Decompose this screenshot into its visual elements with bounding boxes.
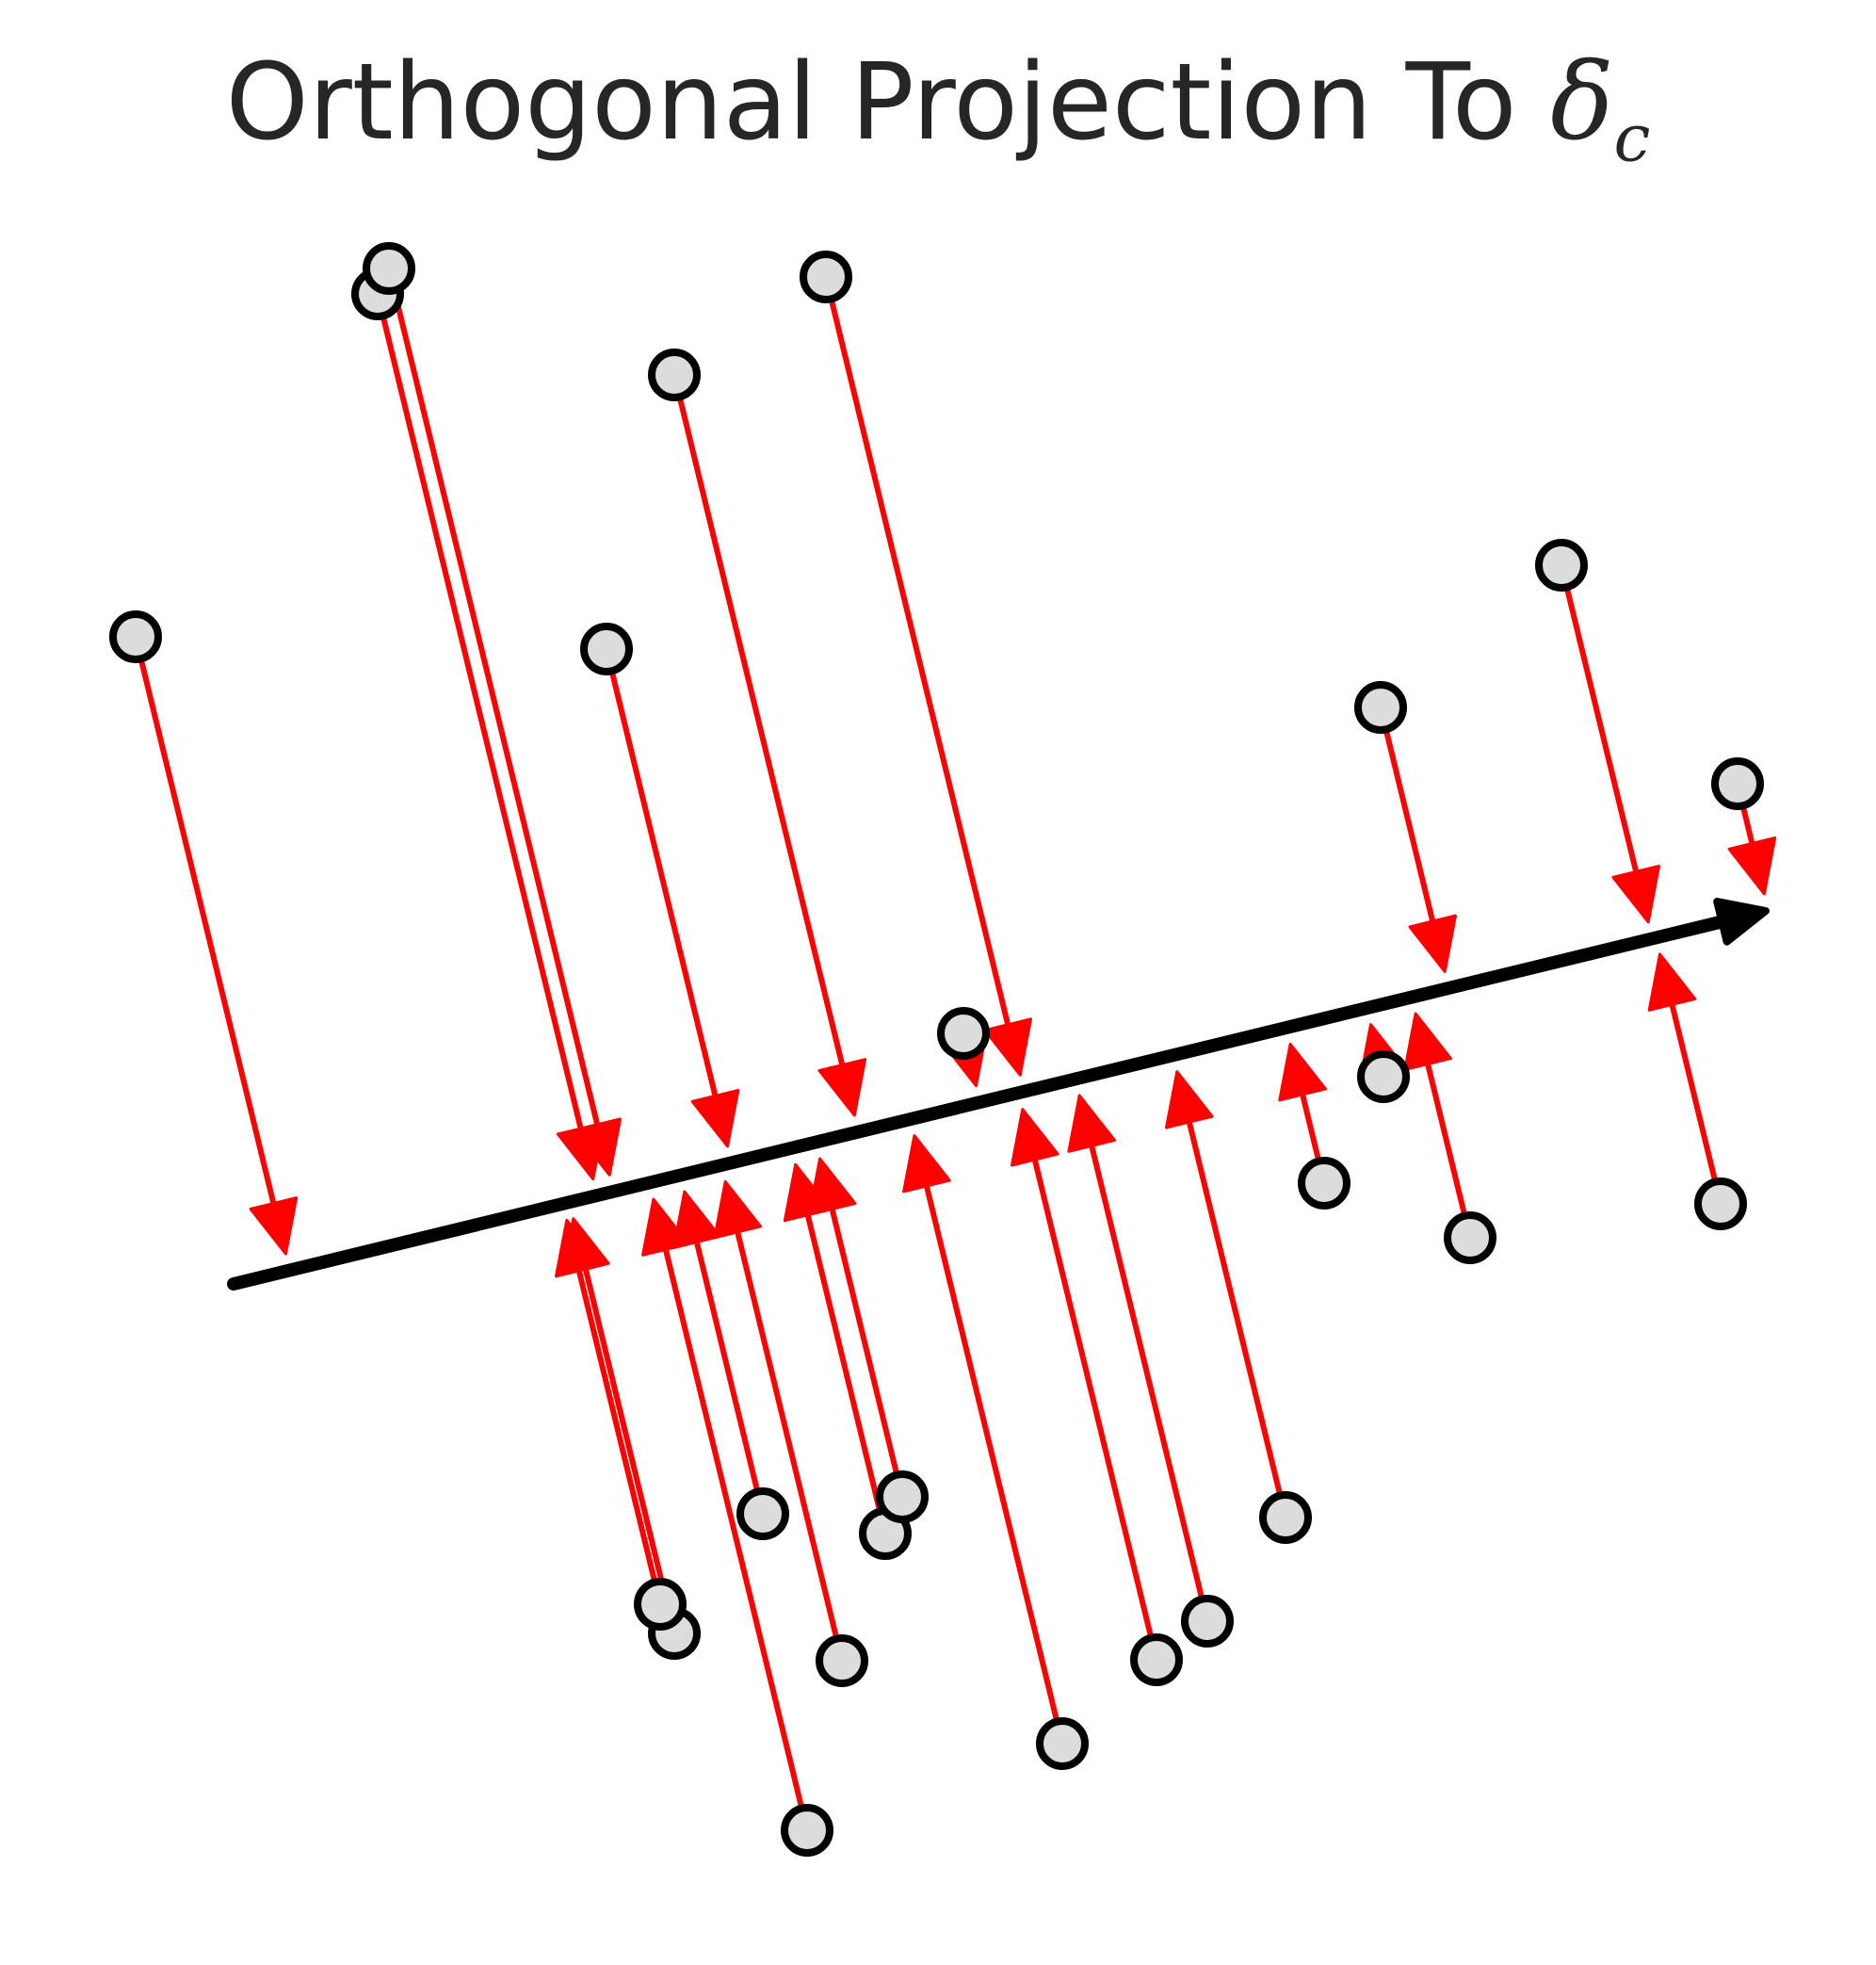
projection-line <box>804 1211 882 1511</box>
axis-line <box>227 915 1729 1291</box>
circle-marker-icon <box>1535 539 1588 592</box>
projection-arrows <box>138 291 1777 1808</box>
projection-arrow <box>1067 1094 1205 1599</box>
circle-marker-icon <box>1181 1595 1234 1648</box>
red-arrow-head-icon <box>1647 952 1697 1012</box>
projection-line <box>392 291 601 1128</box>
circle-marker-icon <box>876 1470 929 1523</box>
projection-line <box>923 1183 1059 1721</box>
projection-line <box>662 1246 804 1808</box>
projection-line <box>1186 1119 1283 1495</box>
arrow-head-icon <box>1713 898 1770 946</box>
circle-marker-icon <box>781 1804 833 1857</box>
projection-arrow <box>380 317 606 1181</box>
projection-arrow <box>1383 730 1457 973</box>
circle-marker-icon <box>1711 757 1764 810</box>
projection-line <box>1031 1157 1154 1637</box>
circle-marker-icon <box>1694 1177 1747 1230</box>
projection-arrow <box>672 1190 760 1491</box>
projection-line <box>609 672 719 1099</box>
projection-arrow <box>1647 952 1718 1181</box>
projection-line <box>735 1228 839 1638</box>
red-arrow-head-icon <box>1611 865 1660 924</box>
circle-marker-icon <box>634 1578 687 1631</box>
projection-line <box>693 1239 760 1491</box>
title-symbol: δ <box>1550 41 1614 164</box>
projection-arrow <box>392 291 622 1177</box>
circle-marker-icon <box>648 349 701 401</box>
red-arrow-head-icon <box>672 1190 721 1249</box>
projection-line <box>582 1266 671 1611</box>
red-arrow-head-icon <box>713 1179 762 1240</box>
projection-arrow <box>555 1218 657 1582</box>
projection-arrow <box>713 1179 839 1638</box>
projection-line <box>829 300 1011 1028</box>
projection-line <box>138 659 277 1207</box>
projection-arrow <box>1564 588 1660 924</box>
projection-arrow <box>1727 806 1777 896</box>
projection-line <box>575 1267 657 1582</box>
circle-marker-icon <box>736 1487 789 1540</box>
circle-marker-icon <box>1298 1157 1350 1210</box>
circle-marker-icon <box>1357 1050 1410 1103</box>
red-arrow-head-icon <box>1165 1070 1214 1129</box>
projection-line <box>1089 1143 1205 1599</box>
red-arrow-head-icon <box>690 1089 740 1148</box>
circle-marker-icon <box>109 610 162 663</box>
projection-line <box>677 398 846 1068</box>
red-arrow-head-icon <box>1408 914 1457 973</box>
projection-arrow <box>677 398 867 1117</box>
circle-marker-icon <box>1444 1211 1496 1264</box>
projection-line <box>1564 588 1640 875</box>
projection-arrow <box>1403 1012 1467 1215</box>
circle-marker-icon <box>1036 1717 1089 1770</box>
red-arrow-head-icon <box>902 1134 951 1194</box>
circle-marker-icon <box>816 1634 868 1687</box>
red-arrow-head-icon <box>1011 1108 1059 1167</box>
delta-c-axis <box>227 898 1770 1291</box>
diagram-title: Orthogonal Projection To δc <box>0 44 1876 177</box>
circle-marker-icon <box>1354 681 1407 734</box>
circle-marker-icon <box>1259 1491 1312 1544</box>
red-arrow-head-icon <box>573 1117 622 1177</box>
circle-marker-icon <box>800 251 852 303</box>
red-arrow-head-icon <box>555 1218 604 1278</box>
projection-line <box>380 317 584 1132</box>
circle-marker-icon <box>363 242 415 295</box>
projection-line <box>1383 730 1436 924</box>
red-arrow-head-icon <box>1067 1094 1116 1153</box>
red-arrow-head-icon <box>807 1157 857 1216</box>
projection-arrow <box>1165 1070 1283 1495</box>
red-arrow-head-icon <box>1727 836 1777 896</box>
red-arrow-head-icon <box>249 1196 299 1256</box>
projection-line <box>1300 1091 1321 1161</box>
projection-line <box>1740 806 1755 847</box>
projection-arrow <box>829 300 1032 1077</box>
circle-marker-icon <box>937 1007 990 1060</box>
projection-arrow <box>138 659 299 1256</box>
circle-marker-icon <box>580 623 633 675</box>
sample-points <box>109 242 1764 1857</box>
projection-line <box>829 1206 899 1474</box>
projection-line <box>1669 1001 1718 1181</box>
projection-arrow <box>609 672 740 1148</box>
circle-marker-icon <box>1130 1633 1183 1686</box>
projection-arrow <box>1278 1042 1327 1161</box>
red-arrow-head-icon <box>817 1058 867 1117</box>
red-arrow-head-icon <box>1403 1012 1452 1071</box>
red-arrow-head-icon <box>1278 1042 1327 1102</box>
projection-arrow <box>807 1157 899 1474</box>
projection-arrow <box>1011 1108 1154 1637</box>
title-text: Orthogonal Projection To <box>225 41 1551 164</box>
red-arrow-head-icon <box>983 1017 1032 1077</box>
title-subscript: c <box>1613 101 1651 177</box>
projection-line <box>1425 1061 1467 1215</box>
projection-arrow <box>902 1134 1059 1721</box>
